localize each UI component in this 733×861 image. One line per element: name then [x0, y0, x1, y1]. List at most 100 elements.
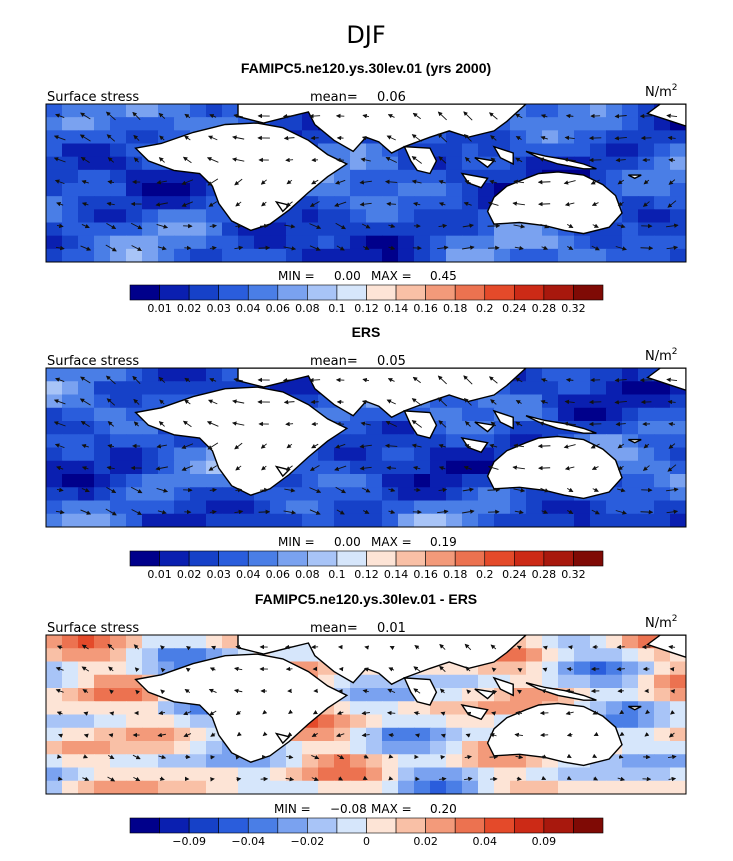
field-cell — [46, 714, 63, 729]
stress-vector — [309, 509, 321, 515]
field-cell — [654, 434, 671, 449]
field-cell — [270, 500, 287, 515]
field-cell — [286, 500, 303, 515]
stress-vector — [617, 223, 626, 229]
field-cell — [190, 381, 207, 396]
field-cell — [430, 727, 447, 742]
field-cell — [174, 500, 191, 515]
field-cell — [174, 754, 191, 769]
field-cell — [366, 209, 383, 224]
stress-vector — [284, 644, 294, 650]
field-cell — [334, 513, 351, 527]
field-cell — [574, 117, 591, 131]
field-cell — [78, 447, 95, 462]
field-cell — [462, 727, 479, 742]
stress-vector — [388, 245, 396, 250]
field-cell — [62, 235, 79, 250]
field-cell — [430, 248, 447, 262]
stress-vector — [335, 222, 346, 230]
field-cell — [638, 183, 655, 197]
stress-vector — [184, 377, 191, 383]
field-cell — [622, 780, 639, 794]
stress-vector — [133, 644, 140, 650]
field-cell — [46, 381, 63, 396]
field-cell — [78, 248, 95, 262]
field-cell — [286, 648, 303, 663]
field-cell — [78, 674, 95, 689]
stress-vector — [666, 509, 679, 515]
field-cell — [286, 780, 303, 794]
field-cell — [158, 500, 175, 515]
field-cell — [654, 143, 671, 158]
field-cell — [174, 487, 191, 502]
stress-vector — [82, 689, 89, 694]
stress-vector — [309, 201, 320, 207]
stress-vector — [617, 179, 625, 185]
field-cell — [526, 130, 543, 145]
stress-vector — [542, 754, 548, 759]
field-cell — [142, 196, 159, 210]
stress-vector — [106, 134, 116, 142]
field-cell — [430, 714, 447, 729]
field-cell — [510, 117, 527, 131]
field-cell — [382, 222, 399, 237]
field-cell — [590, 394, 607, 409]
field-cell — [78, 635, 95, 649]
stress-vector — [157, 732, 166, 738]
field-cell — [654, 117, 671, 131]
field-cell — [606, 674, 623, 689]
field-cell — [78, 196, 95, 210]
stress-vector — [209, 378, 217, 383]
field-cell — [254, 513, 271, 527]
field-cell — [638, 741, 655, 755]
stress-vector — [336, 732, 345, 738]
stress-vector — [310, 135, 319, 141]
field-cell — [78, 235, 95, 250]
field-cell — [446, 754, 463, 769]
field-cell — [126, 767, 143, 782]
stress-vector — [362, 245, 370, 250]
field-cell — [334, 754, 351, 769]
field-cell — [126, 248, 143, 262]
stress-vector — [181, 465, 193, 471]
stress-vector — [105, 508, 117, 516]
field-cell — [558, 104, 575, 118]
field-cell — [94, 474, 111, 488]
field-cell — [110, 235, 127, 250]
field-cell — [94, 674, 111, 689]
field-cell — [110, 407, 127, 422]
units-superscript: 2 — [672, 347, 678, 357]
stress-vector — [288, 709, 294, 715]
field-cell — [302, 500, 319, 515]
field-cell — [190, 474, 207, 488]
stress-vector — [387, 688, 396, 694]
stress-vector — [209, 667, 216, 672]
stress-vector — [285, 776, 295, 782]
stress-vector — [514, 732, 523, 738]
stress-vector — [564, 466, 575, 471]
stress-vector — [617, 487, 626, 493]
field-cell — [302, 248, 319, 262]
stress-vector — [133, 398, 140, 405]
field-cell — [670, 235, 686, 250]
stress-vector — [81, 202, 89, 207]
stress-vector — [617, 201, 624, 207]
field-cell — [62, 754, 79, 769]
field-cell — [382, 513, 399, 527]
field-cell — [110, 500, 127, 515]
field-cell — [334, 222, 351, 237]
colorbar: −0.09 −0.04 −0.02 0 0.02 0.04 0.09 — [129, 817, 604, 848]
coastline — [628, 705, 642, 711]
field-cell — [366, 235, 383, 250]
stress-vector — [437, 133, 448, 143]
field-cell — [446, 156, 463, 171]
field-cell — [654, 156, 671, 171]
stress-vector — [438, 179, 446, 185]
stress-vector — [384, 179, 398, 185]
field-cell — [638, 780, 655, 794]
field-cell — [110, 104, 127, 118]
coastline — [492, 145, 514, 166]
stress-vector — [513, 179, 525, 185]
field-cell — [334, 767, 351, 782]
stress-vector — [79, 134, 91, 142]
